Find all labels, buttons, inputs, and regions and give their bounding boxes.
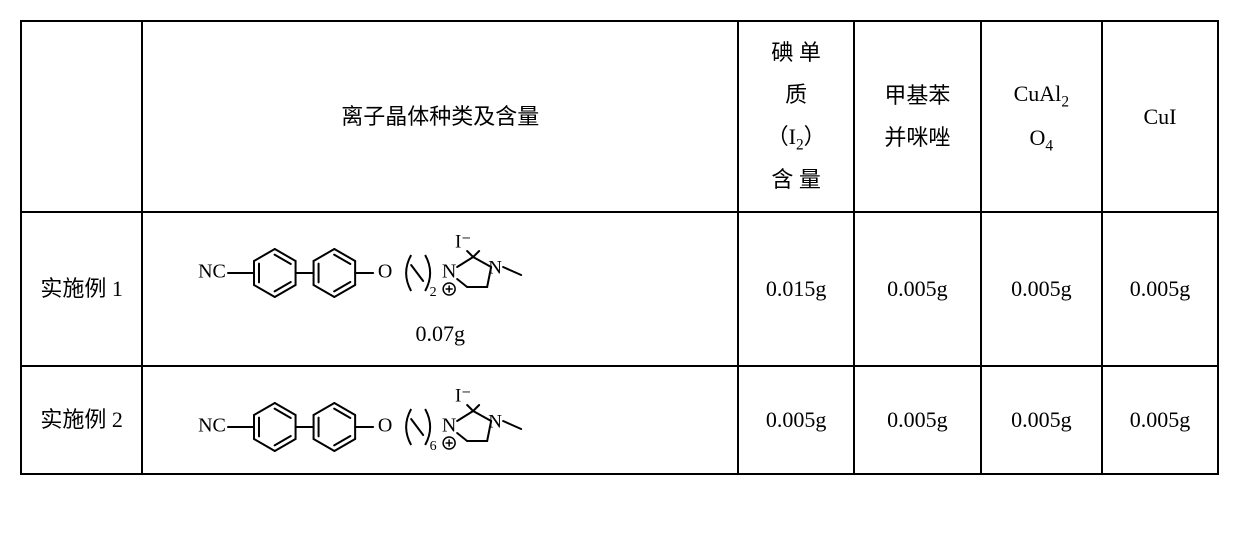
molecule-wrap: NCO6NNI⁻: [151, 377, 729, 463]
h-cual-l1: CuAl: [1014, 81, 1062, 106]
h-i2-sub: 2: [796, 136, 804, 153]
svg-text:2: 2: [430, 285, 437, 300]
header-cui: CuI: [1102, 21, 1218, 212]
h-i2-l2: （I: [767, 124, 796, 149]
svg-text:N: N: [488, 411, 502, 432]
molecule-mass: 0.07g: [415, 313, 465, 355]
header-row: 离子晶体种类及含量 碘 单 质 （I2） 含 量 甲基苯 并咪唑 CuAl2 O…: [21, 21, 1218, 212]
svg-text:O: O: [378, 261, 392, 283]
svg-text:N: N: [488, 257, 502, 278]
header-i2: 碘 单 质 （I2） 含 量: [738, 21, 854, 212]
svg-text:6: 6: [430, 439, 437, 454]
row-i2: 0.015g: [738, 212, 854, 366]
row-cui: 0.005g: [1102, 366, 1218, 474]
h-cual-l2p: O: [1030, 125, 1046, 150]
row-molecule-cell: NCO6NNI⁻: [142, 366, 738, 474]
h-mbi-l0: 甲基苯: [884, 83, 950, 108]
h-i2-suffix: ）: [804, 124, 826, 149]
molecule-wrap: NCO2NNI⁻ 0.07g: [151, 223, 729, 355]
svg-text:NC: NC: [198, 414, 226, 436]
molecule-structure: NCO6NNI⁻: [180, 377, 700, 463]
row-mbi: 0.005g: [854, 212, 981, 366]
h-i2-l0: 碘 单: [771, 40, 821, 65]
table-row: 实施例 1 NCO2NNI⁻ 0.07g 0.015g 0.005g 0.005…: [21, 212, 1218, 366]
header-cual2o4: CuAl2 O4: [981, 21, 1102, 212]
h-i2-l1: 质: [785, 82, 807, 107]
row-molecule-cell: NCO2NNI⁻ 0.07g: [142, 212, 738, 366]
row-mbi: 0.005g: [854, 366, 981, 474]
svg-text:O: O: [378, 414, 392, 436]
data-table: 离子晶体种类及含量 碘 单 质 （I2） 含 量 甲基苯 并咪唑 CuAl2 O…: [20, 20, 1219, 475]
svg-text:NC: NC: [198, 261, 226, 283]
row-label: 实施例 2: [21, 366, 142, 474]
row-label: 实施例 1: [21, 212, 142, 366]
h-cual-s2: 4: [1045, 137, 1053, 154]
header-mbi: 甲基苯 并咪唑: [854, 21, 981, 212]
svg-text:N: N: [442, 261, 456, 283]
h-i2-l3: 含 量: [771, 167, 821, 192]
svg-text:I⁻: I⁻: [455, 385, 471, 406]
header-ionic-crystal: 离子晶体种类及含量: [142, 21, 738, 212]
row-cual2o4: 0.005g: [981, 366, 1102, 474]
header-blank: [21, 21, 142, 212]
h-cual-s1: 2: [1061, 93, 1069, 110]
h-mbi-l1: 并咪唑: [884, 125, 950, 150]
row-cual2o4: 0.005g: [981, 212, 1102, 366]
row-i2: 0.005g: [738, 366, 854, 474]
molecule-structure: NCO2NNI⁻: [180, 223, 700, 309]
row-cui: 0.005g: [1102, 212, 1218, 366]
svg-text:I⁻: I⁻: [455, 231, 471, 252]
table-row: 实施例 2 NCO6NNI⁻ 0.005g 0.005g 0.005g 0.00…: [21, 366, 1218, 474]
svg-text:N: N: [442, 414, 456, 436]
